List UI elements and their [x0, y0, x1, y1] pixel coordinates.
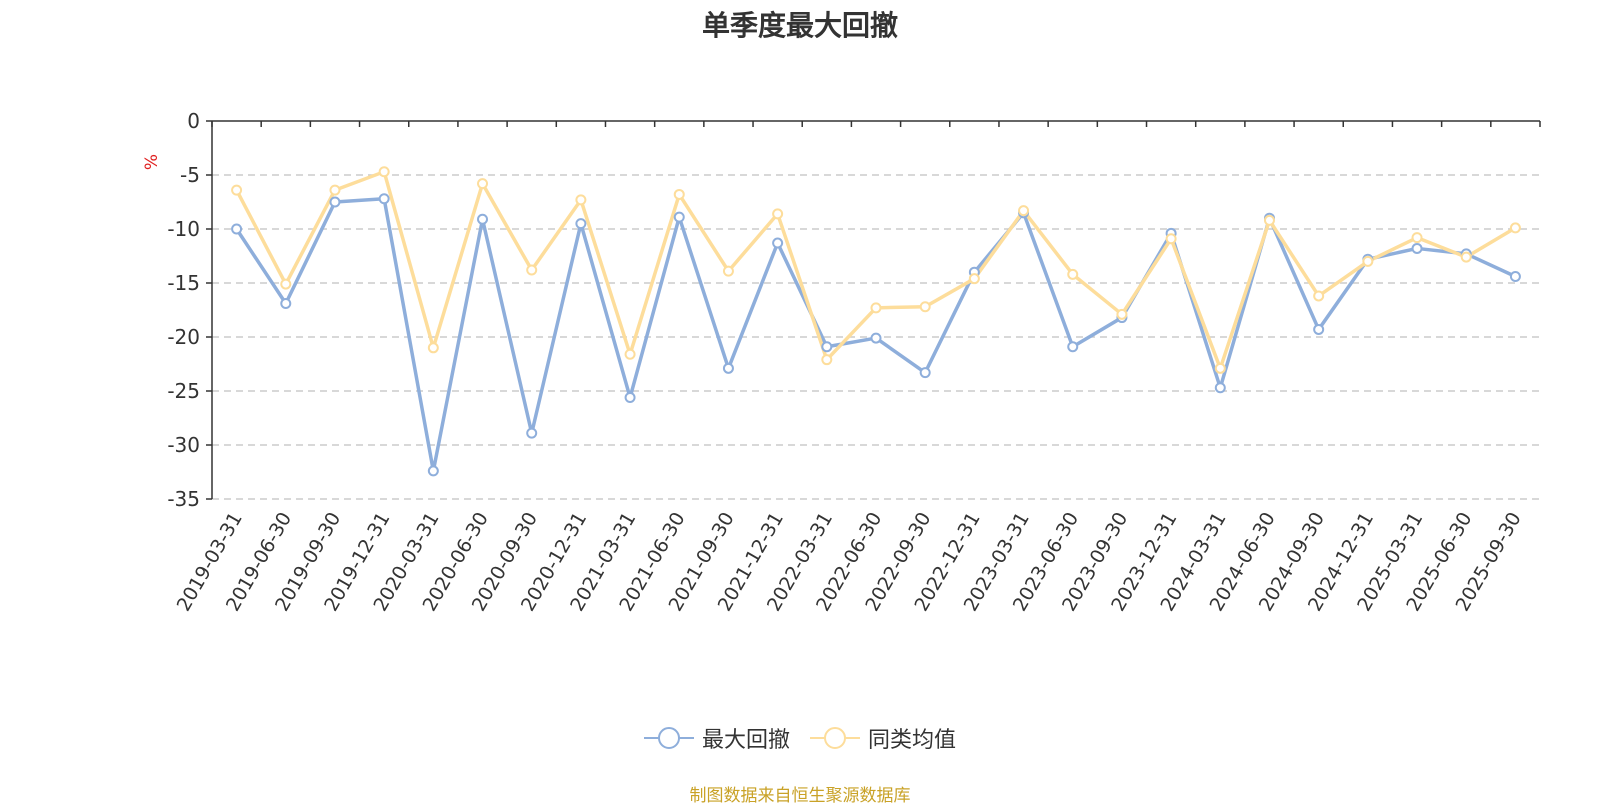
data-point-drawdown [1313, 323, 1325, 335]
data-point-peer-average [1362, 255, 1374, 267]
data-point-peer-average [821, 354, 833, 366]
data-point-peer-average [280, 278, 292, 290]
data-point-drawdown [1067, 341, 1079, 353]
data-point-peer-average [1460, 251, 1472, 263]
y-tick-label: -10 [167, 217, 200, 241]
data-point-peer-average [1509, 222, 1521, 234]
data-point-peer-average [919, 301, 931, 313]
legend-marker-peer-average [810, 727, 860, 749]
data-point-drawdown [722, 362, 734, 374]
legend-item-peer-average[interactable]: 同类均值 [810, 722, 956, 754]
data-point-drawdown [1509, 271, 1521, 283]
data-point-peer-average [722, 265, 734, 277]
data-point-drawdown [575, 218, 587, 230]
legend-item-drawdown[interactable]: 最大回撤 [643, 722, 790, 754]
y-tick-label: -30 [167, 433, 200, 457]
legend-label-drawdown: 最大回撤 [701, 728, 790, 753]
y-tick-label: -5 [180, 163, 200, 187]
data-point-peer-average [231, 184, 243, 196]
data-point-peer-average [427, 342, 439, 354]
data-point-drawdown [378, 193, 390, 205]
data-point-peer-average [1214, 362, 1226, 374]
data-point-drawdown [870, 332, 882, 344]
y-tick-label: -35 [167, 487, 200, 511]
data-point-drawdown [1214, 382, 1226, 394]
data-point-peer-average [624, 348, 636, 360]
data-point-drawdown [526, 427, 538, 439]
data-point-drawdown [231, 223, 243, 235]
y-tick-label: -20 [167, 325, 200, 349]
data-point-peer-average [378, 166, 390, 178]
data-point-peer-average [1067, 268, 1079, 280]
data-point-peer-average [477, 178, 489, 190]
chart-title: 单季度最大回撤 [701, 9, 898, 42]
legend-marker-drawdown [643, 727, 694, 749]
data-point-drawdown [280, 298, 292, 310]
data-point-drawdown [772, 237, 784, 249]
legend-label-peer-average: 同类均值 [868, 728, 957, 753]
data-point-drawdown [477, 213, 489, 225]
y-tick-label: -25 [167, 379, 200, 403]
data-point-peer-average [870, 302, 882, 314]
data-point-peer-average [772, 208, 784, 220]
data-point-drawdown [1411, 242, 1423, 254]
data-point-peer-average [575, 194, 587, 206]
data-point-drawdown [673, 211, 685, 223]
data-point-drawdown [329, 196, 341, 208]
legend: 最大回撤 同类均值 [0, 722, 1600, 754]
data-point-peer-average [1018, 205, 1030, 217]
data-point-peer-average [1313, 290, 1325, 302]
data-point-peer-average [673, 188, 685, 200]
data-point-peer-average [526, 264, 538, 276]
data-point-peer-average [329, 184, 341, 196]
data-point-peer-average [1116, 308, 1128, 320]
data-point-peer-average [1263, 214, 1275, 226]
data-point-drawdown [919, 367, 931, 379]
data-point-drawdown [624, 391, 636, 403]
source-note: 制图数据来自恒生聚源数据库 [689, 786, 911, 806]
y-tick-label: -15 [167, 271, 200, 295]
y-tick-label: 0 [187, 109, 200, 133]
data-point-peer-average [1165, 233, 1177, 245]
data-point-drawdown [427, 465, 439, 477]
data-point-peer-average [968, 273, 980, 285]
data-point-drawdown [821, 341, 833, 353]
y-axis-label: % [142, 154, 162, 170]
data-point-peer-average [1411, 232, 1423, 244]
